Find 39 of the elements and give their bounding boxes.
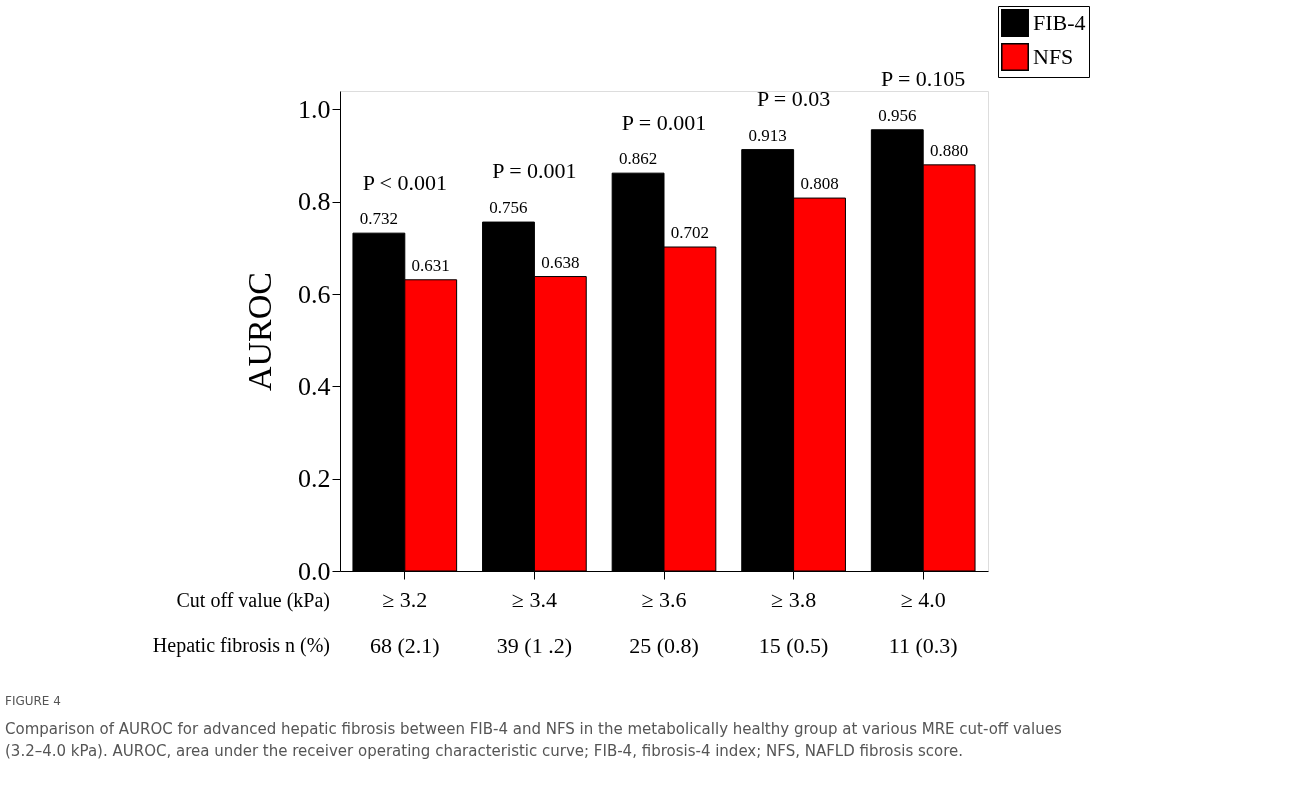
- annotation: P = 0.03: [756, 86, 831, 111]
- x-tick-label: ≥ 3.6: [641, 586, 687, 612]
- data-label: 0.732: [359, 209, 399, 229]
- text: 15 (0.5): [758, 633, 829, 658]
- data-label: 0.638: [541, 252, 580, 272]
- x-tick-label: ≥ 3.4: [511, 586, 557, 612]
- legend-label: NFS: [1033, 44, 1074, 69]
- y-tick-label: 0.0: [298, 556, 331, 586]
- data-label: 0.880: [929, 140, 969, 160]
- text: Hepatic fibrosis n (%): [152, 634, 330, 657]
- text: Comparison of AUROC for advanced hepatic fibrosis between FIB-4 and NFS in the metabolically healthy group at various MRE cut-off values: [5, 720, 1062, 738]
- annotation: P < 0.001: [362, 169, 447, 195]
- caption: FIGURE 4: [5, 694, 61, 708]
- y-tick-label: 1.0: [298, 94, 331, 124]
- text: 25 (0.8): [629, 633, 699, 658]
- data-label: 0.913: [748, 125, 787, 145]
- data-label: 0.756: [489, 198, 528, 218]
- x-tick-label: ≥ 3.8: [771, 586, 817, 612]
- x-axis-title: Cut off value (kPa): [176, 589, 330, 612]
- text: 68 (2.1): [369, 633, 440, 658]
- x-tick-label: ≥ 4.0: [900, 586, 946, 612]
- data-label: 0.631: [411, 255, 450, 275]
- y-tick-label: 0.8: [298, 187, 331, 217]
- legend-label: FIB-4: [1033, 10, 1086, 35]
- y-tick-label: 0.6: [298, 279, 331, 309]
- data-label: 0.808: [800, 174, 839, 194]
- x-tick-label: ≥ 3.2: [382, 586, 428, 612]
- text: (3.2–4.0 kPa). AUROC, area under the receiver operating characteristic curve; FIB-4, fibrosis-4 index; NFS, NAFLD fibrosis score.: [5, 742, 964, 760]
- text: 11 (0.3): [888, 633, 958, 658]
- text: P = 0.105: [881, 66, 966, 92]
- y-axis-title: AUROC: [241, 271, 278, 392]
- y-tick-label: 0.2: [298, 464, 331, 494]
- data-label: 0.702: [670, 223, 710, 242]
- text: 39 (1 .2): [496, 633, 572, 658]
- y-tick-label: 0.4: [298, 371, 331, 401]
- annotation: P = 0.001: [621, 109, 707, 135]
- annotation: P = 0.001: [492, 158, 577, 184]
- data-label: 0.956: [878, 105, 917, 125]
- data-label: 0.862: [618, 149, 658, 169]
